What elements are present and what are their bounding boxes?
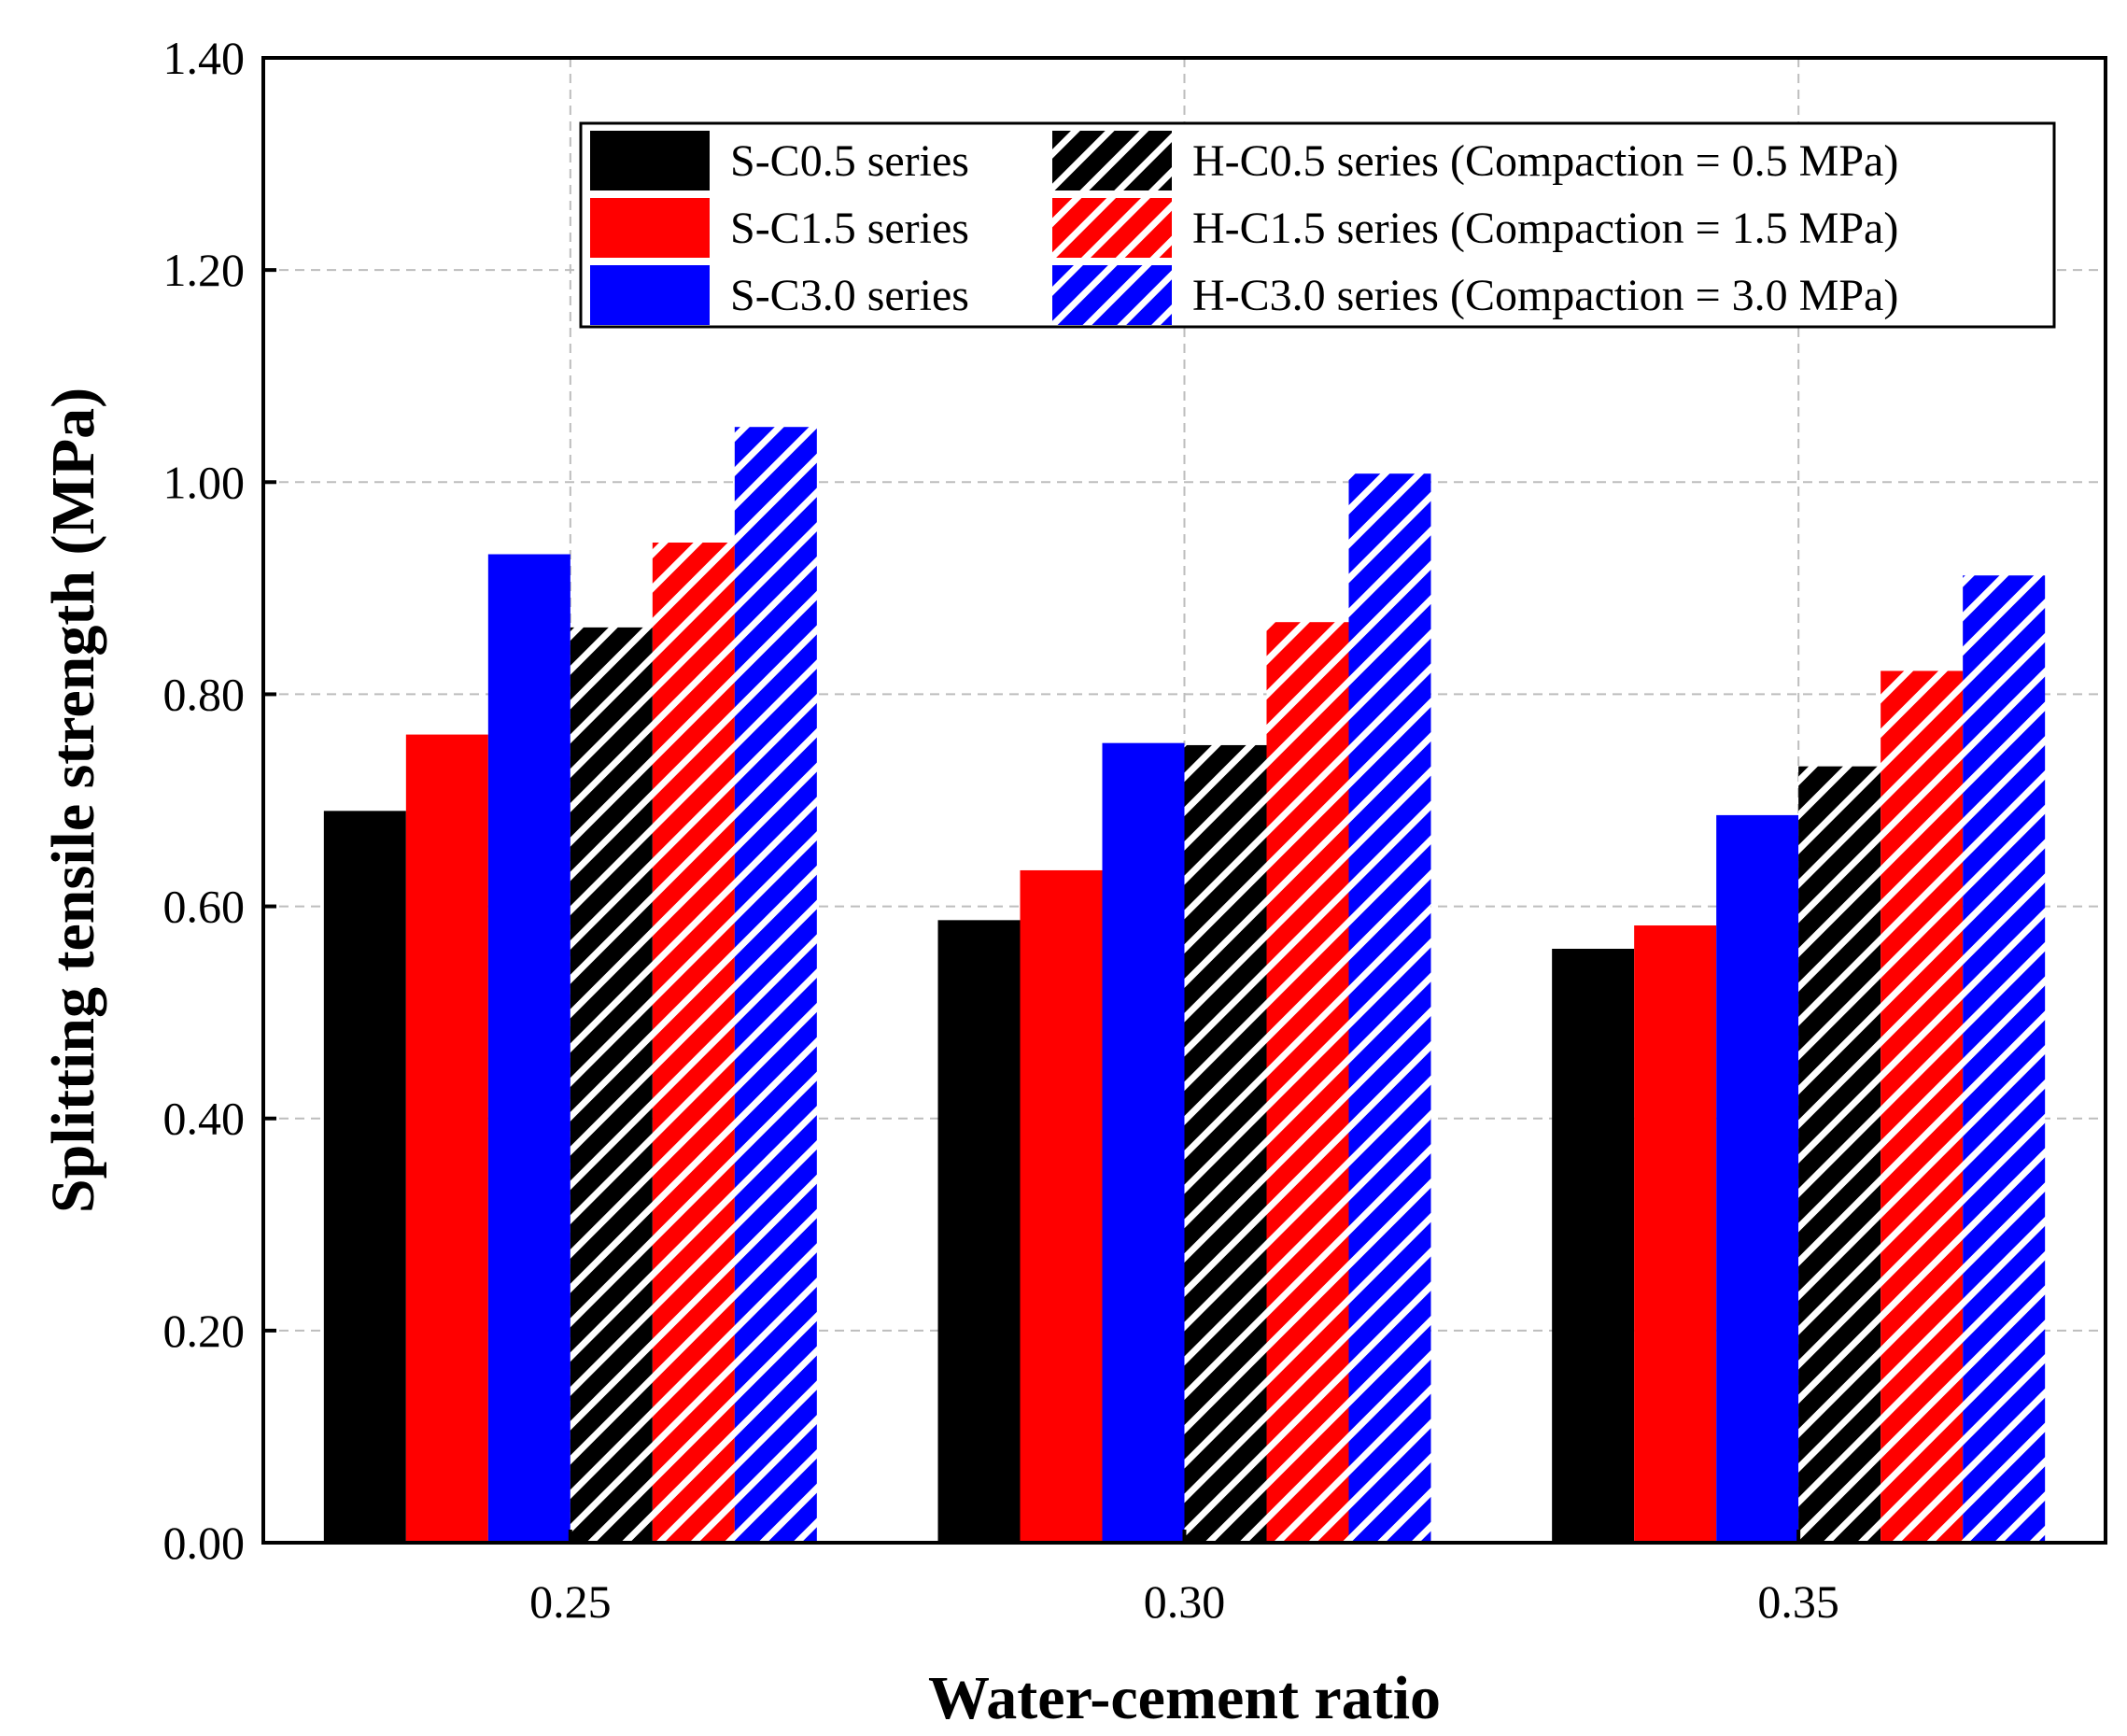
x-tick-label: 0.35 bbox=[1757, 1575, 1839, 1628]
bar bbox=[1963, 575, 2046, 1544]
y-tick-label: 1.00 bbox=[163, 456, 246, 508]
bar bbox=[1798, 766, 1881, 1543]
y-tick-label: 1.40 bbox=[163, 32, 246, 84]
legend-label: S-C3.0 series bbox=[730, 271, 969, 320]
y-tick-label: 0.20 bbox=[163, 1305, 246, 1357]
y-tick-label: 0.60 bbox=[163, 881, 246, 933]
y-axis-ticks: 0.00 0.20 0.40 0.60 0.80 1.00 1.20 1.40 bbox=[163, 32, 276, 1569]
bar bbox=[323, 811, 406, 1543]
bar bbox=[1716, 814, 1799, 1543]
legend-label: H-C3.0 series (Compaction = 3.0 MPa) bbox=[1192, 271, 1898, 320]
y-axis-title: Splitting tensile strength (MPa) bbox=[39, 388, 107, 1213]
legend-label: S-C0.5 series bbox=[730, 136, 969, 186]
bar bbox=[734, 427, 817, 1544]
bar bbox=[652, 543, 735, 1543]
y-tick-label: 0.80 bbox=[163, 668, 246, 720]
bar bbox=[405, 734, 488, 1543]
legend-label: S-C1.5 series bbox=[730, 204, 969, 253]
y-tick-label: 0.40 bbox=[163, 1093, 246, 1145]
bar bbox=[1102, 742, 1185, 1543]
bar bbox=[570, 627, 653, 1543]
legend-swatch bbox=[590, 198, 710, 258]
bar bbox=[1348, 473, 1431, 1544]
y-tick-label: 0.00 bbox=[163, 1517, 246, 1569]
bar bbox=[1020, 869, 1103, 1543]
bars bbox=[323, 427, 2046, 1544]
legend-swatch bbox=[1052, 198, 1172, 258]
legend-swatch bbox=[1052, 265, 1172, 325]
x-tick-label: 0.30 bbox=[1144, 1575, 1226, 1628]
legend: S-C0.5 series S-C1.5 series S-C3.0 series H… bbox=[579, 121, 2056, 329]
legend-label: H-C0.5 series (Compaction = 0.5 MPa) bbox=[1192, 136, 1898, 186]
x-tick-label: 0.25 bbox=[529, 1575, 612, 1628]
bar bbox=[937, 920, 1021, 1543]
x-axis-ticks: 0.25 0.30 0.35 bbox=[529, 1530, 1839, 1628]
bar bbox=[1184, 744, 1267, 1543]
legend-swatch bbox=[590, 265, 710, 325]
bar bbox=[1266, 622, 1349, 1543]
bar bbox=[487, 554, 570, 1543]
bar bbox=[1552, 949, 1635, 1543]
bar bbox=[1880, 670, 1964, 1543]
legend-swatch bbox=[1052, 131, 1172, 191]
legend-box bbox=[579, 121, 2056, 329]
x-axis-title: Water-cement ratio bbox=[928, 1664, 1441, 1732]
legend-label: H-C1.5 series (Compaction = 1.5 MPa) bbox=[1192, 204, 1898, 253]
bar bbox=[1634, 925, 1717, 1543]
legend-swatch bbox=[590, 131, 710, 191]
y-tick-label: 1.20 bbox=[163, 244, 246, 296]
